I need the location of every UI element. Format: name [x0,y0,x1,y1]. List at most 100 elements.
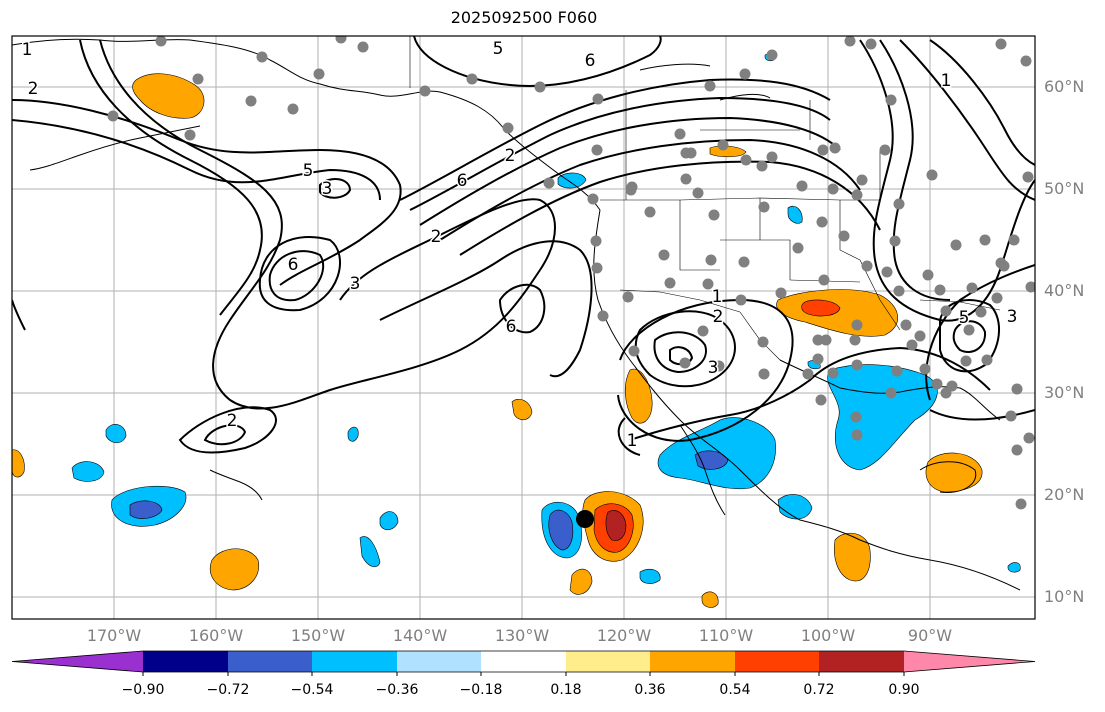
contour-label: 5 [493,39,504,59]
gridlines [12,36,1035,619]
station-marker [766,151,778,163]
colorbar-extend-low [12,651,143,672]
orange-fill-tc-south [569,568,593,595]
dark-blue-fill-west-pac [129,500,163,519]
station-marker [739,68,751,80]
station-marker [757,336,769,348]
station-marker [155,36,167,47]
blue-fill-small-10 [1007,562,1021,573]
station-marker [851,189,863,201]
station-marker [644,206,656,218]
station-marker [591,144,603,156]
darkred-fill-tc [605,510,627,541]
station-marker [889,235,901,247]
station-marker [628,345,640,357]
station-marker [879,144,891,156]
station-marker [861,260,873,272]
orange-fill-gulf-ca [624,368,653,424]
station-marker [817,144,829,156]
colorbar-tick-label: −0.54 [290,682,334,698]
station-marker [287,103,299,115]
station-marker [966,282,978,294]
station-marker [818,274,830,286]
contour-lines [12,36,1035,456]
orange-fill-small-1 [511,399,533,421]
longitude-label: 130°W [494,626,550,645]
station-marker [704,80,716,92]
colorbar-tick-label: −0.72 [206,682,250,698]
colorbar-segment [143,651,228,672]
station-marker [838,230,850,242]
station-marker [922,269,934,281]
station-marker [705,254,717,266]
station-marker [851,319,863,331]
colorbar-segment [312,651,397,672]
station-marker [931,378,943,390]
orange-fill-small-2 [701,591,719,608]
colorbar-segment [735,651,819,672]
contour-label: 6 [506,317,517,337]
longitude-label: 170°W [86,626,142,645]
station-marker [758,201,770,213]
latitude-label: 50°N [1044,179,1085,198]
colorbar-tick-label: −0.18 [459,682,503,698]
station-marker [812,334,824,346]
station-marker [960,355,972,367]
station-marker [926,169,938,181]
blue-fill-small-6 [639,568,661,584]
station-marker [851,429,863,441]
station-marker [680,173,692,185]
station-marker [934,284,946,296]
station-marker [534,81,546,93]
station-marker [981,354,993,366]
latitude-label: 40°N [1044,281,1085,300]
contour-label: 5 [303,161,314,181]
station-marker [914,330,926,342]
station-marker [995,38,1007,50]
station-marker [664,277,676,289]
station-marker [975,306,987,318]
station-marker [812,353,824,365]
orange-fill-hawaii [210,548,260,591]
station-marker [713,360,725,372]
station-marker [766,49,778,61]
station-marker [590,235,602,247]
station-marker [851,359,863,371]
station-marker [856,174,868,186]
contour-label: 5 [959,308,970,328]
contour-label: 2 [713,307,724,327]
station-marker [1025,281,1035,293]
station-marker [625,184,637,196]
colorbar-segment [481,651,566,672]
station-marker [674,128,686,140]
station-marker [184,129,196,141]
contour-label: 2 [28,79,39,99]
orange-fill-central-am [833,532,871,582]
station-marker [979,234,991,246]
station-marker [313,68,325,80]
station-marker [827,367,839,379]
orange-fill-alaska [132,73,205,119]
station-marker [906,339,918,351]
orange-fill-west-pac [12,449,25,478]
station-marker [107,110,119,122]
station-marker [950,239,962,251]
station-marker [543,177,555,189]
station-marker [849,334,861,346]
colorbar-tick-label: 0.36 [634,682,666,698]
station-marker [940,305,952,317]
station-marker [735,294,747,306]
station-marker [900,319,912,331]
station-marker [502,122,514,134]
station-marker [1005,410,1017,422]
station-marker [881,266,893,278]
colorbar-tick-label: 0.90 [888,682,920,698]
colorbar-segment [819,651,904,672]
colorbar-segment [397,651,481,672]
longitude-label: 100°W [800,626,856,645]
station-marker [587,193,599,205]
blue-fill-small-2 [105,424,127,444]
station-marker [792,242,804,254]
station-marker [1011,383,1023,395]
